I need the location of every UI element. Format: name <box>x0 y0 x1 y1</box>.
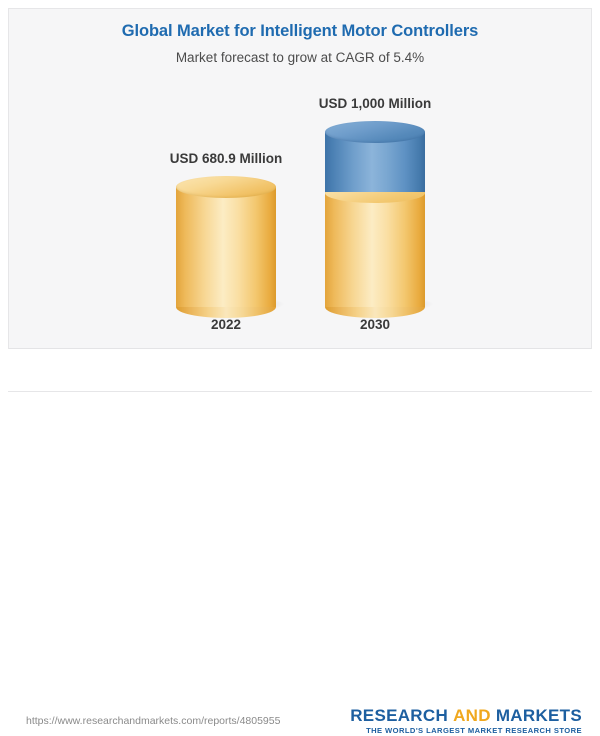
plot-area: USD 680.9 Million USD 1,000 Million 2022… <box>0 0 600 348</box>
chart-title: Global Market for Intelligent Motor Cont… <box>121 22 479 40</box>
category-label-2022: 2022 <box>210 317 242 332</box>
footer-divider <box>9 348 591 349</box>
bar-value-label-2030: USD 1,000 Million <box>318 96 432 111</box>
bar-value-label-2022: USD 680.9 Million <box>169 151 283 166</box>
bar-body-2022 <box>176 187 276 307</box>
bar-2022[interactable] <box>176 176 284 318</box>
bar-top-disc-2022 <box>176 176 276 198</box>
brand-word-and: AND <box>453 706 491 725</box>
brand-logo-wordmark: RESEARCH AND MARKETS <box>350 706 582 725</box>
bar-top-disc-2030 <box>325 121 425 143</box>
bar-body-base-2030 <box>325 192 425 307</box>
chart-card <box>8 8 592 392</box>
footer: https://www.researchandmarkets.com/repor… <box>0 349 600 735</box>
report-url[interactable]: https://www.researchandmarkets.com/repor… <box>26 715 281 727</box>
brand-logo[interactable]: RESEARCH AND MARKETS THE WORLD'S LARGEST… <box>350 706 582 736</box>
category-label-2030: 2030 <box>359 317 391 332</box>
brand-tagline: THE WORLD'S LARGEST MARKET RESEARCH STOR… <box>366 726 582 735</box>
chart-subtitle: Market forecast to grow at CAGR of 5.4% <box>175 50 425 65</box>
brand-word-markets: MARKETS <box>495 706 582 725</box>
bar-2030[interactable] <box>325 121 433 318</box>
brand-word-research: RESEARCH <box>350 706 449 725</box>
